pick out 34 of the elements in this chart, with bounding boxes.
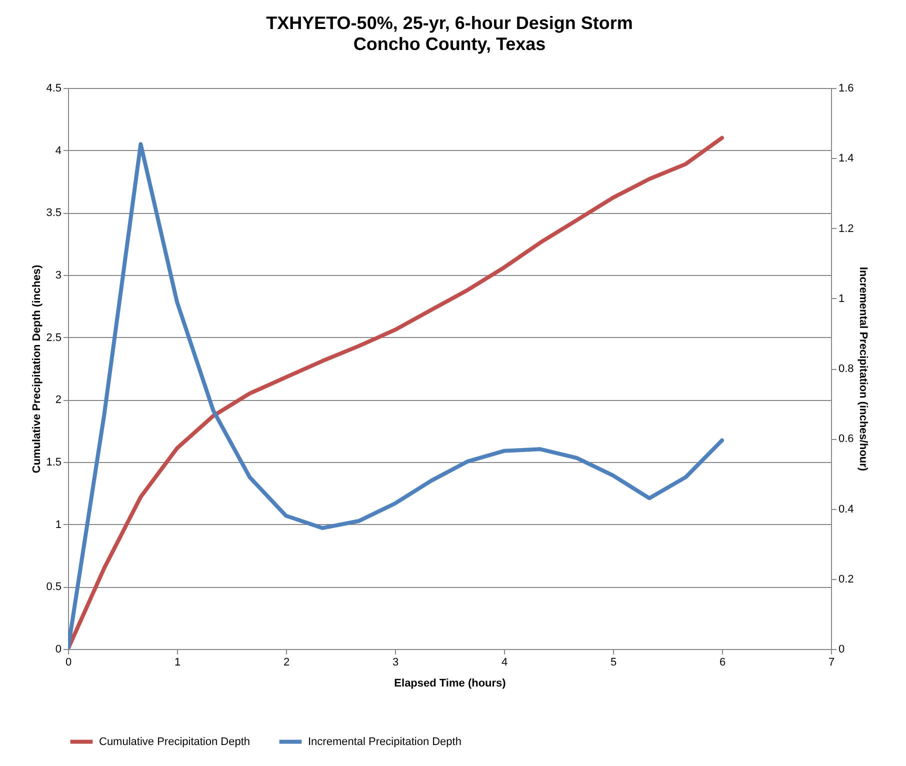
y-tick-label: 1 (55, 518, 62, 531)
x-tick-label: 7 (828, 656, 835, 668)
x-axis-title: Elapsed Time (hours) (394, 678, 506, 690)
y-tick-label: 2 (55, 394, 62, 406)
x-tick-label: 2 (283, 656, 290, 668)
y2-axis-title: Incremental Precipitation (inches/hour) (856, 266, 869, 472)
x-tick-label: 5 (610, 656, 617, 668)
y2-tick-label: 1 (838, 292, 845, 305)
y2-tick-label: 0.8 (838, 363, 854, 375)
y-tick-label: 3 (55, 270, 62, 282)
x-tick-label: 3 (392, 656, 399, 668)
x-tick-label: 6 (719, 656, 726, 668)
y-tick-label: 4.5 (46, 82, 62, 94)
chart-title: TXHYETO-50%, 25-yr, 6-hour Design Storm (266, 13, 633, 33)
y-tick-label: 0 (55, 644, 62, 656)
legend-label: Incremental Precipitation Depth (308, 736, 462, 748)
y2-tick-label: 0.2 (838, 573, 854, 586)
legend-label: Cumulative Precipitation Depth (99, 736, 250, 748)
y2-tick-label: 0.4 (838, 503, 854, 516)
y-tick-label: 4 (55, 144, 62, 157)
chart-subtitle: Concho County, Texas (353, 34, 546, 54)
x-tick-label: 0 (65, 656, 72, 668)
y2-tick-label: 0.6 (838, 433, 854, 446)
y-tick-label: 1.5 (46, 456, 62, 468)
y2-tick-label: 0 (838, 644, 845, 656)
x-tick-label: 1 (174, 656, 181, 668)
y2-tick-label: 1.2 (838, 222, 854, 235)
y-tick-label: 2.5 (46, 332, 62, 344)
y2-tick-label: 1.4 (838, 152, 854, 165)
y-axis-title: Cumulative Precipitation Depth (inches) (31, 264, 44, 474)
x-tick-label: 4 (501, 656, 508, 668)
y-tick-label: 0.5 (46, 581, 62, 594)
y2-tick-label: 1.6 (838, 82, 854, 94)
y-tick-label: 3.5 (46, 207, 62, 220)
